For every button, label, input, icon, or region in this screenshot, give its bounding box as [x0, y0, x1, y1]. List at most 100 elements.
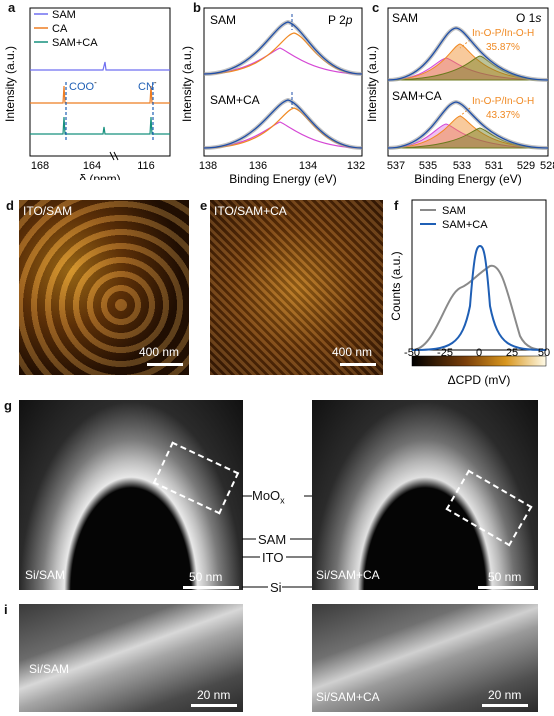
b-sam-data: [203, 19, 363, 76]
panel-b-title: P 2p: [328, 13, 353, 27]
c-ann1-line2: 35.87%: [486, 42, 520, 53]
kpfm-samca-tag: ITO/SAM+CA: [214, 204, 287, 218]
c-samca-peak-2: [387, 115, 549, 149]
panel-b-xps-chart: SAM P 2p SAM+CA 138 136 134 132 Binding …: [180, 7, 365, 186]
panel-c-ylabel: Intensity (a.u.): [366, 46, 379, 122]
panel-letter-b: b: [193, 0, 201, 15]
panel-letter-i: i: [4, 602, 8, 617]
kpfm-texture-sam: [19, 200, 189, 375]
c-samca-fit: [387, 101, 549, 149]
panel-b-frame: [203, 7, 363, 157]
legend-sam-label: SAM: [52, 9, 76, 21]
tick-529: 529: [517, 160, 535, 172]
kpfm-sam-scale-text: 400 nm: [139, 345, 180, 359]
label-sam-layer: SAM: [258, 532, 287, 547]
panel-c-title: O 1s: [516, 11, 541, 25]
panel-b-samca-label: SAM+CA: [210, 93, 260, 107]
f-samca-curve: [411, 244, 547, 351]
label-si-layer: Si: [270, 580, 282, 595]
tick-138: 138: [199, 160, 217, 172]
tem-zoom-samca-scalebar: [482, 704, 528, 707]
panel-letter-c: c: [372, 0, 380, 15]
tick-537: 537: [387, 160, 405, 172]
tick-132: 132: [347, 160, 365, 172]
panel-f-ylabel: Counts (a.u.): [390, 251, 403, 320]
c-samca-peak-1: [387, 123, 549, 149]
kpfm-image-samca: ITO/SAM+CA 400 nm: [210, 200, 383, 375]
panel-b-xlabel: Binding Energy (eV): [229, 172, 336, 186]
panel-a-frame: [29, 7, 171, 157]
tick-528: 528: [540, 160, 554, 172]
tem-zoom-sam-scalebar: [191, 704, 237, 707]
panel-b-sam-label: SAM: [210, 13, 236, 27]
c-ann2-line2: 43.37%: [486, 110, 520, 121]
tem-image-samca: Si/SAM+CA 50 nm: [312, 400, 538, 590]
panel-letter-e: e: [200, 198, 208, 213]
f-sam-curve: [411, 264, 547, 351]
b-sam-component-1: [203, 47, 363, 75]
panel-c-xlabel: Binding Energy (eV): [414, 172, 521, 186]
c-sam-peak-1: [387, 57, 549, 81]
panel-a-nmr-chart: SAM CA SAM+CA COO- CN- 168 164 116 δ (pp…: [3, 7, 171, 180]
cpd-colorbar: [411, 355, 547, 367]
panel-letter-g: g: [4, 398, 12, 413]
cn-annotation: CN-: [138, 78, 157, 93]
panel-f-cpd-distribution: SAM SAM+CA -50 -25 0 25 50 ΔCPD (mV) Cou…: [390, 199, 550, 387]
trace-samca: [30, 116, 170, 135]
label-moox: MoOx: [252, 488, 285, 506]
tick-f-0: 0: [476, 347, 482, 359]
tick-f-25: 25: [506, 347, 518, 359]
tick-535: 535: [419, 160, 437, 172]
panel-c-samca-label: SAM+CA: [392, 89, 442, 103]
axis-break-1: [109, 151, 115, 161]
side-label-leaders: [242, 495, 314, 588]
legend-samca-label: SAM+CA: [52, 37, 98, 49]
panel-letter-a: a: [8, 0, 16, 15]
tick-168: 168: [31, 160, 49, 172]
b-samca-fit: [203, 99, 363, 149]
panel-a-xlabel: δ (ppm): [79, 172, 120, 180]
legend-f-sam-label: SAM: [442, 205, 466, 217]
tick-f-neg50: -50: [404, 347, 420, 359]
trace-sam: [30, 61, 170, 71]
tem-zoom-samca-scale-text: 20 nm: [488, 688, 522, 702]
tem-sam-scale-text: 50 nm: [189, 570, 223, 584]
c-ann1-line1: In-O-P/In-O-H: [472, 28, 534, 39]
panel-c-sam-label: SAM: [392, 11, 418, 25]
legend-f-samca-label: SAM+CA: [442, 219, 488, 231]
coo-annotation: COO-: [69, 78, 97, 93]
b-samca-component-1: [203, 121, 363, 149]
colorbar-label: ΔCPD (mV): [448, 373, 511, 387]
b-sam-fit: [203, 21, 363, 75]
tick-531: 531: [485, 160, 503, 172]
tick-116: 116: [137, 160, 155, 172]
tem-zoom-samca-tag: Si/SAM+CA: [316, 690, 380, 704]
tem-zoom-sam-tag: Si/SAM: [29, 662, 70, 676]
panel-a-ylabel: Intensity (a.u.): [3, 46, 17, 122]
tem-samca-tag: Si/SAM+CA: [316, 568, 380, 582]
tem-sam-roi-box: [152, 441, 240, 515]
kpfm-sam-tag: ITO/SAM: [23, 204, 73, 218]
kpfm-sam-scalebar: [147, 363, 183, 366]
tem-zoom-samca: Si/SAM+CA 20 nm: [312, 604, 538, 712]
c-sam-peak-2: [387, 43, 549, 81]
panel-f-frame: [411, 199, 547, 351]
tem-sam-tag: Si/SAM: [25, 568, 66, 582]
kpfm-samca-scale-text: 400 nm: [332, 345, 373, 359]
c-ann2-line1: In-O-P/In-O-H: [472, 96, 534, 107]
c-sam-fit: [387, 27, 549, 81]
panel-c-xps-chart: SAM O 1s In-O-P/In-O-H 35.87% SAM+CA In-…: [366, 7, 554, 186]
kpfm-samca-scalebar: [340, 363, 376, 366]
trace-ca: [30, 85, 170, 104]
tem-samca-scale-text: 50 nm: [488, 570, 522, 584]
tem-sam-scalebar: [183, 586, 239, 589]
panel-letter-d: d: [6, 198, 14, 213]
tick-134: 134: [299, 160, 317, 172]
tem-samca-roi-box: [445, 469, 533, 547]
axis-break-2: [113, 151, 119, 161]
panel-letter-f: f: [394, 198, 399, 213]
tick-f-neg25: -25: [437, 347, 453, 359]
panel-b-ylabel: Intensity (a.u.): [180, 46, 194, 122]
tem-zoom-sam-scale-text: 20 nm: [197, 688, 231, 702]
tick-136: 136: [249, 160, 267, 172]
